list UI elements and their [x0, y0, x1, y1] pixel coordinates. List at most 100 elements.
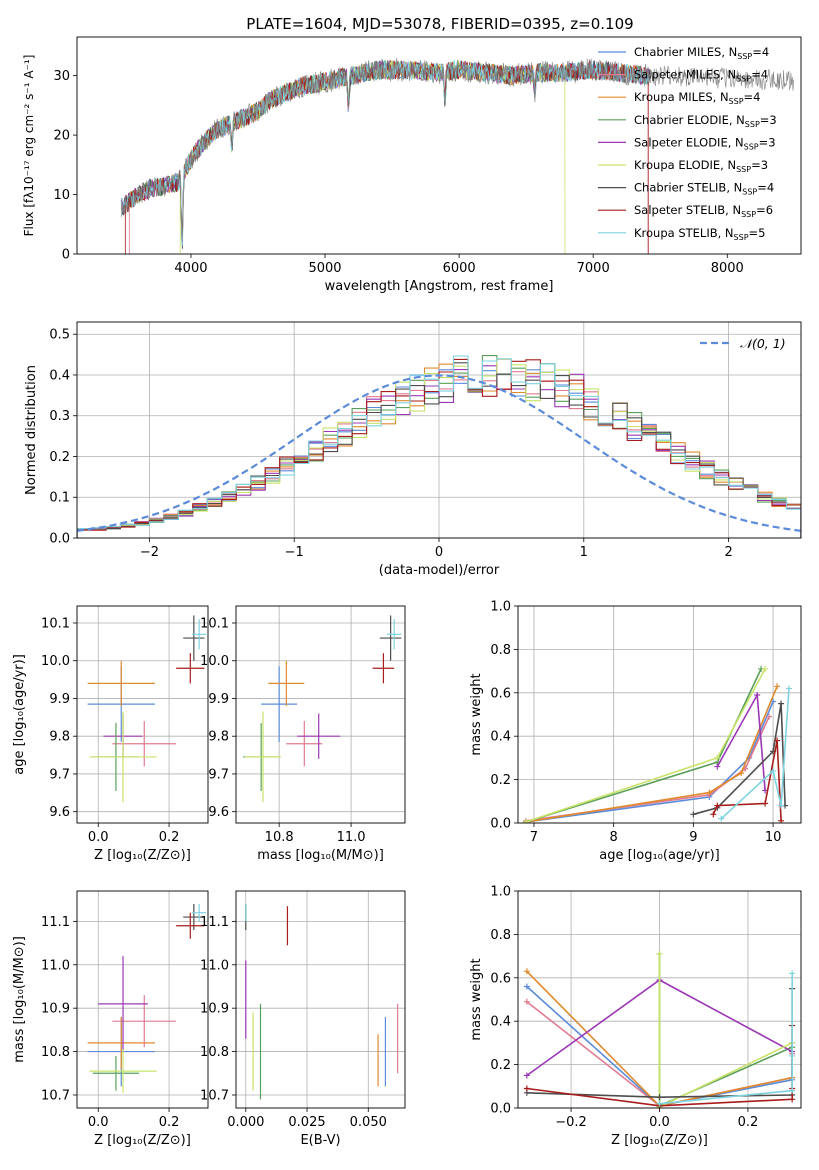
residuals-frame: [76, 321, 802, 539]
weight_vs_Z-frame: [517, 890, 802, 1109]
x-tick-label: 9: [689, 830, 697, 845]
y-tick-label: 10.0: [41, 654, 70, 669]
legend-label: Chabrier ELODIE, NSSP=3: [634, 113, 777, 129]
histograms: [77, 355, 801, 538]
x-axis-label: Z [log₁₀(Z/Z⊙)]: [94, 848, 191, 863]
x-tick-label: −1: [285, 545, 304, 560]
y-tick-label: 0.0: [49, 532, 70, 547]
x-tick-label: 0.2: [159, 1115, 180, 1130]
x-axis-label: E(B-V): [300, 1133, 340, 1148]
spectrum-axes: 4000 5000 6000 7000 8000 0 10 20 30 wavelength [A…: [22, 55, 744, 294]
legend-label: 𝒩(0, 1): [740, 336, 786, 351]
y-tick-label: 11.1: [200, 915, 229, 930]
y-tick-label: 10.1: [200, 616, 229, 631]
y-tick-label: 10.7: [41, 1088, 70, 1103]
y-tick-label: 0.5: [49, 328, 70, 343]
y-tick-label: 1.0: [490, 885, 511, 900]
weight_vs_age-frame: [517, 605, 802, 824]
x-tick-label: 2: [724, 545, 732, 560]
mass_vs_Z-frame: [76, 890, 209, 1109]
y-tick-label: 9.6: [49, 805, 70, 820]
y-tick-label: 10: [53, 188, 70, 203]
age_vs_Z-points: [87, 615, 207, 803]
weight-marker: [789, 1087, 796, 1094]
x-tick-label: 11.0: [337, 830, 366, 845]
weight-series: [525, 701, 774, 823]
weight-marker: [523, 1085, 530, 1092]
y-tick-label: 10.1: [41, 616, 70, 631]
weight-marker: [523, 983, 530, 990]
y-axis-label: mass weight: [469, 958, 484, 1040]
spectrum-series: [128, 60, 649, 254]
y-tick-label: 0.2: [490, 1058, 511, 1073]
weight-marker: [710, 811, 717, 818]
y-tick-label: 11.0: [41, 958, 70, 973]
legend-label: Kroupa ELODIE, NSSP=3: [634, 158, 768, 174]
weight-marker: [714, 754, 721, 761]
y-axis-label: Normed distribution: [24, 365, 39, 495]
x-tick-label: 0.2: [738, 1115, 759, 1130]
y-axis-label: age [log₁₀(age/yr)]: [12, 654, 27, 775]
weight-marker: [522, 818, 529, 823]
age_vs_mass-axes: 10.8 11.0 9.6 9.7 9.8 9.9 10.0 10.1 mass [log₁₀(…: [200, 606, 405, 863]
y-axis-label: mass [log₁₀(M/M⊙)]: [12, 936, 27, 1063]
weight-marker: [789, 970, 796, 977]
y-axis-label: Flux [fλ10⁻¹⁷ erg cm⁻² s⁻¹ A⁻¹]: [22, 55, 36, 237]
weight-marker: [786, 685, 793, 692]
x-tick-label: 4000: [174, 261, 207, 276]
weight-marker: [774, 737, 781, 744]
weight_vs_age-axes: 7 8 9 10 0.0 0.2 0.4 0.6 0.8 1.0 age [log₁₀(age/yr…: [469, 600, 801, 863]
x-tick-label: 0.050: [350, 1115, 387, 1130]
y-tick-label: 9.6: [208, 805, 229, 820]
y-tick-label: 0.6: [490, 971, 511, 986]
weight-marker: [774, 683, 781, 690]
x-tick-label: 0.0: [649, 1115, 670, 1130]
y-axis-label: mass weight: [469, 673, 484, 755]
age_vs_mass-points: [243, 615, 402, 803]
weight-marker: [778, 700, 785, 707]
weight-marker: [738, 770, 745, 777]
weight-marker: [656, 1094, 663, 1101]
weight-marker: [762, 800, 769, 807]
weight-marker: [778, 802, 785, 809]
weight-series: [720, 688, 790, 820]
weight-marker: [718, 815, 725, 822]
y-tick-label: 9.8: [49, 730, 70, 745]
mass_vs_ebv-axes: 0.000 0.025 0.050 10.7 10.8 10.9 11.0 11.1 E(B-V…: [200, 891, 405, 1148]
y-tick-label: 11.0: [200, 958, 229, 973]
y-tick-label: 1.0: [490, 600, 511, 615]
age_vs_Z-axes: 0.0 0.2 9.6 9.7 9.8 9.9 10.0 10.1 Z [log₁₀(Z/Z⊙)…: [12, 606, 208, 863]
weight-marker: [706, 789, 713, 796]
observed-spectrum: [120, 57, 795, 242]
y-tick-label: 10.0: [200, 654, 229, 669]
weight-series: [525, 685, 778, 823]
legend-label: Kroupa MILES, NSSP=4: [634, 90, 760, 106]
spectrum-series: [179, 60, 566, 254]
x-axis-label: (data-model)/error: [379, 563, 500, 578]
x-tick-label: 0: [435, 545, 443, 560]
weight-marker: [714, 763, 721, 770]
x-tick-label: 7000: [577, 261, 610, 276]
weight-marker: [523, 998, 530, 1005]
y-tick-label: 10.7: [200, 1088, 229, 1103]
x-axis-label: wavelength [Angstrom, rest frame]: [325, 279, 554, 294]
x-axis-label: Z [log₁₀(Z/Z⊙)]: [94, 1133, 191, 1148]
x-tick-label: 0.2: [159, 830, 180, 845]
spectrum-lines: [120, 57, 795, 254]
y-tick-label: 10.9: [41, 1002, 70, 1017]
weight-marker: [714, 802, 721, 809]
y-tick-label: 0.8: [490, 928, 511, 943]
weight-series: [659, 973, 794, 1105]
x-tick-label: 5000: [308, 261, 341, 276]
y-tick-label: 20: [53, 129, 70, 144]
x-tick-label: 0.0: [88, 1115, 109, 1130]
spectrum-frame: [76, 36, 802, 255]
x-tick-label: 10.8: [265, 830, 294, 845]
y-tick-label: 0.0: [490, 817, 511, 832]
y-tick-label: 0.3: [49, 409, 70, 424]
y-tick-label: 0.4: [490, 1015, 511, 1030]
weight-marker: [762, 665, 769, 672]
y-tick-label: 0.4: [49, 368, 70, 383]
x-tick-label: 10: [765, 830, 782, 845]
